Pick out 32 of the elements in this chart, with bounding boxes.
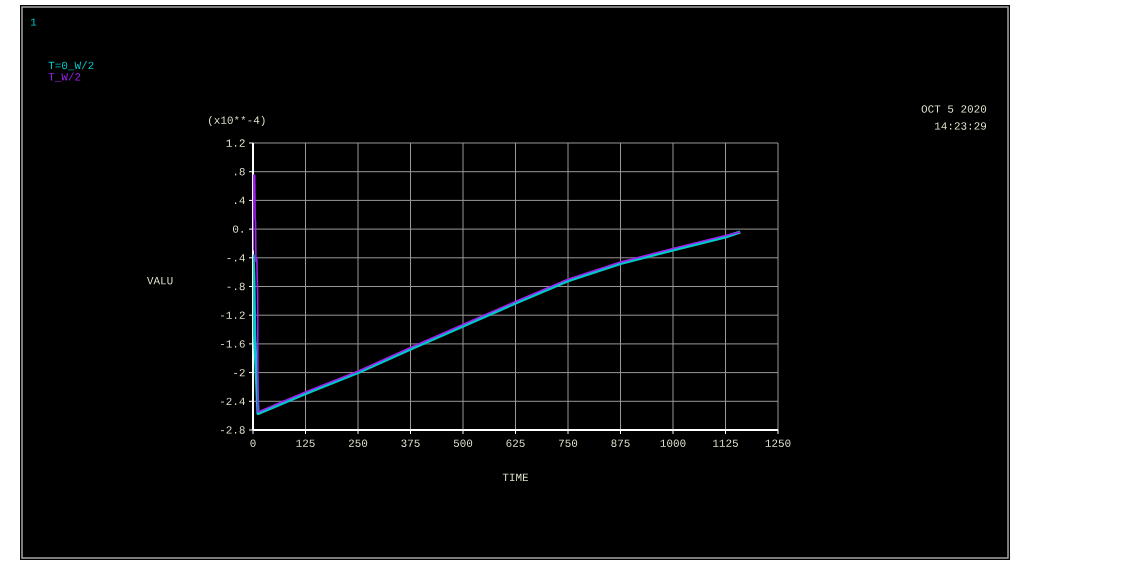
text: T_W/2 bbox=[48, 72, 81, 82]
y-tick-label: 0. bbox=[232, 225, 243, 233]
line-series bbox=[253, 230, 742, 416]
x-tick-label: 500 bbox=[453, 439, 473, 447]
y-tick-label: -2.8 bbox=[220, 426, 245, 434]
y-tick-label: -1.6 bbox=[220, 340, 245, 348]
x-tick-label: 750 bbox=[558, 439, 578, 447]
line-series bbox=[253, 174, 742, 413]
text: (x10**-4) bbox=[209, 115, 265, 127]
y-tick-label: .8 bbox=[234, 167, 245, 176]
x-tick-label: 0 bbox=[250, 439, 256, 447]
y-tick-label: -1.2 bbox=[220, 311, 245, 319]
y-tick-label: .4 bbox=[234, 196, 245, 205]
x-tick-label: 625 bbox=[506, 439, 525, 447]
y-axis-title: VALU bbox=[146, 277, 173, 285]
x-tick-label: 1250 bbox=[765, 439, 791, 447]
x-axis-title: TIME bbox=[502, 473, 529, 481]
text: OCT 5 2020 bbox=[921, 105, 987, 113]
y-tick-label: -2.4 bbox=[220, 397, 245, 405]
y-tick-label: -2 bbox=[234, 368, 245, 377]
x-tick-label: 125 bbox=[296, 439, 315, 447]
x-tick-label: 1125 bbox=[713, 439, 738, 447]
x-tick-label: 250 bbox=[348, 439, 368, 447]
y-tick-label: -.8 bbox=[227, 282, 245, 291]
x-tick-label: 375 bbox=[401, 439, 420, 447]
x-tick-label: 1000 bbox=[660, 439, 686, 447]
y-tick-label: 1.2 bbox=[226, 139, 245, 147]
text: 1 bbox=[31, 18, 37, 26]
y-tick-label: -.4 bbox=[227, 254, 245, 262]
text: 14:23:29 bbox=[935, 122, 987, 130]
x-tick-label: 875 bbox=[611, 439, 630, 447]
text: T=0_W/2 bbox=[48, 61, 94, 71]
